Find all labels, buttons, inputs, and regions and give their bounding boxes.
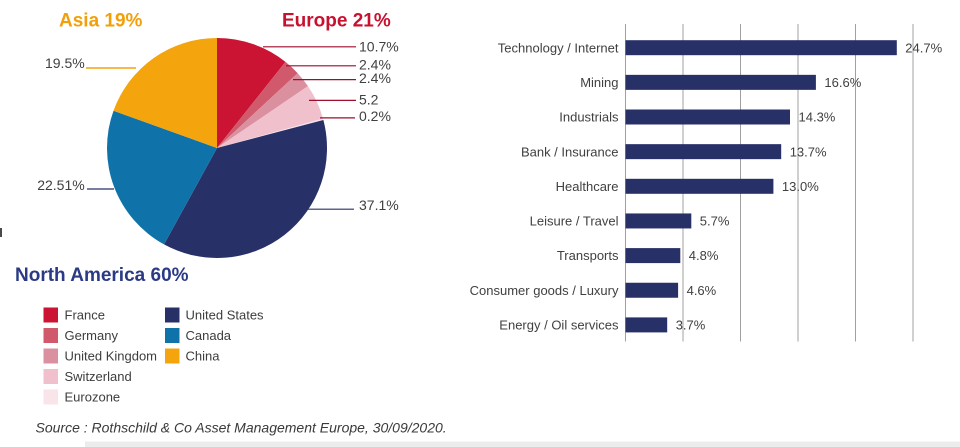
svg-text:China: China — [186, 349, 221, 364]
svg-text:3.7%: 3.7% — [676, 318, 706, 333]
svg-text:2.4%: 2.4% — [359, 70, 391, 86]
svg-text:5.7%: 5.7% — [700, 214, 730, 229]
svg-text:Germany: Germany — [65, 328, 119, 343]
svg-text:19.5%: 19.5% — [45, 55, 85, 71]
svg-text:10.7%: 10.7% — [359, 38, 399, 54]
svg-text:Eurozone: Eurozone — [65, 390, 121, 405]
svg-text:Europe 21%: Europe 21% — [282, 11, 391, 32]
svg-text:Industrials: Industrials — [559, 110, 619, 125]
svg-text:Source : Rothschild & Co Asset: Source : Rothschild & Co Asset Managemen… — [36, 420, 447, 436]
svg-text:United Kingdom: United Kingdom — [65, 349, 158, 364]
svg-text:2.4%: 2.4% — [359, 57, 391, 73]
svg-text:13.7%: 13.7% — [790, 144, 827, 159]
svg-text:24.7%: 24.7% — [905, 40, 942, 55]
svg-text:France: France — [65, 308, 105, 323]
svg-text:Bank / Insurance: Bank / Insurance — [521, 144, 619, 159]
svg-text:Leisure / Travel: Leisure / Travel — [530, 214, 619, 229]
svg-text:Energy / Oil services: Energy / Oil services — [499, 318, 619, 333]
svg-text:13.0%: 13.0% — [782, 179, 819, 194]
svg-text:Asia 19%: Asia 19% — [59, 11, 143, 32]
svg-text:22.51%: 22.51% — [37, 177, 84, 193]
svg-text:Consumer goods / Luxury: Consumer goods / Luxury — [470, 283, 619, 298]
svg-text:4.8%: 4.8% — [689, 248, 719, 263]
svg-text:14.3%: 14.3% — [799, 110, 836, 125]
svg-text:Canada: Canada — [186, 328, 232, 343]
svg-text:4.6%: 4.6% — [687, 283, 717, 298]
svg-text:United States: United States — [186, 308, 265, 323]
svg-text:Transports: Transports — [557, 248, 619, 263]
svg-text:37.1%: 37.1% — [359, 197, 399, 213]
svg-text:5.2: 5.2 — [359, 92, 379, 108]
svg-text:16.6%: 16.6% — [824, 75, 861, 90]
svg-text:Mining: Mining — [580, 75, 618, 90]
svg-text:0.2%: 0.2% — [359, 108, 391, 124]
svg-text:North America 60%: North America 60% — [15, 265, 189, 286]
svg-text:Switzerland: Switzerland — [65, 369, 132, 384]
svg-text:Healthcare: Healthcare — [556, 179, 619, 194]
svg-text:Technology / Internet: Technology / Internet — [498, 40, 619, 55]
